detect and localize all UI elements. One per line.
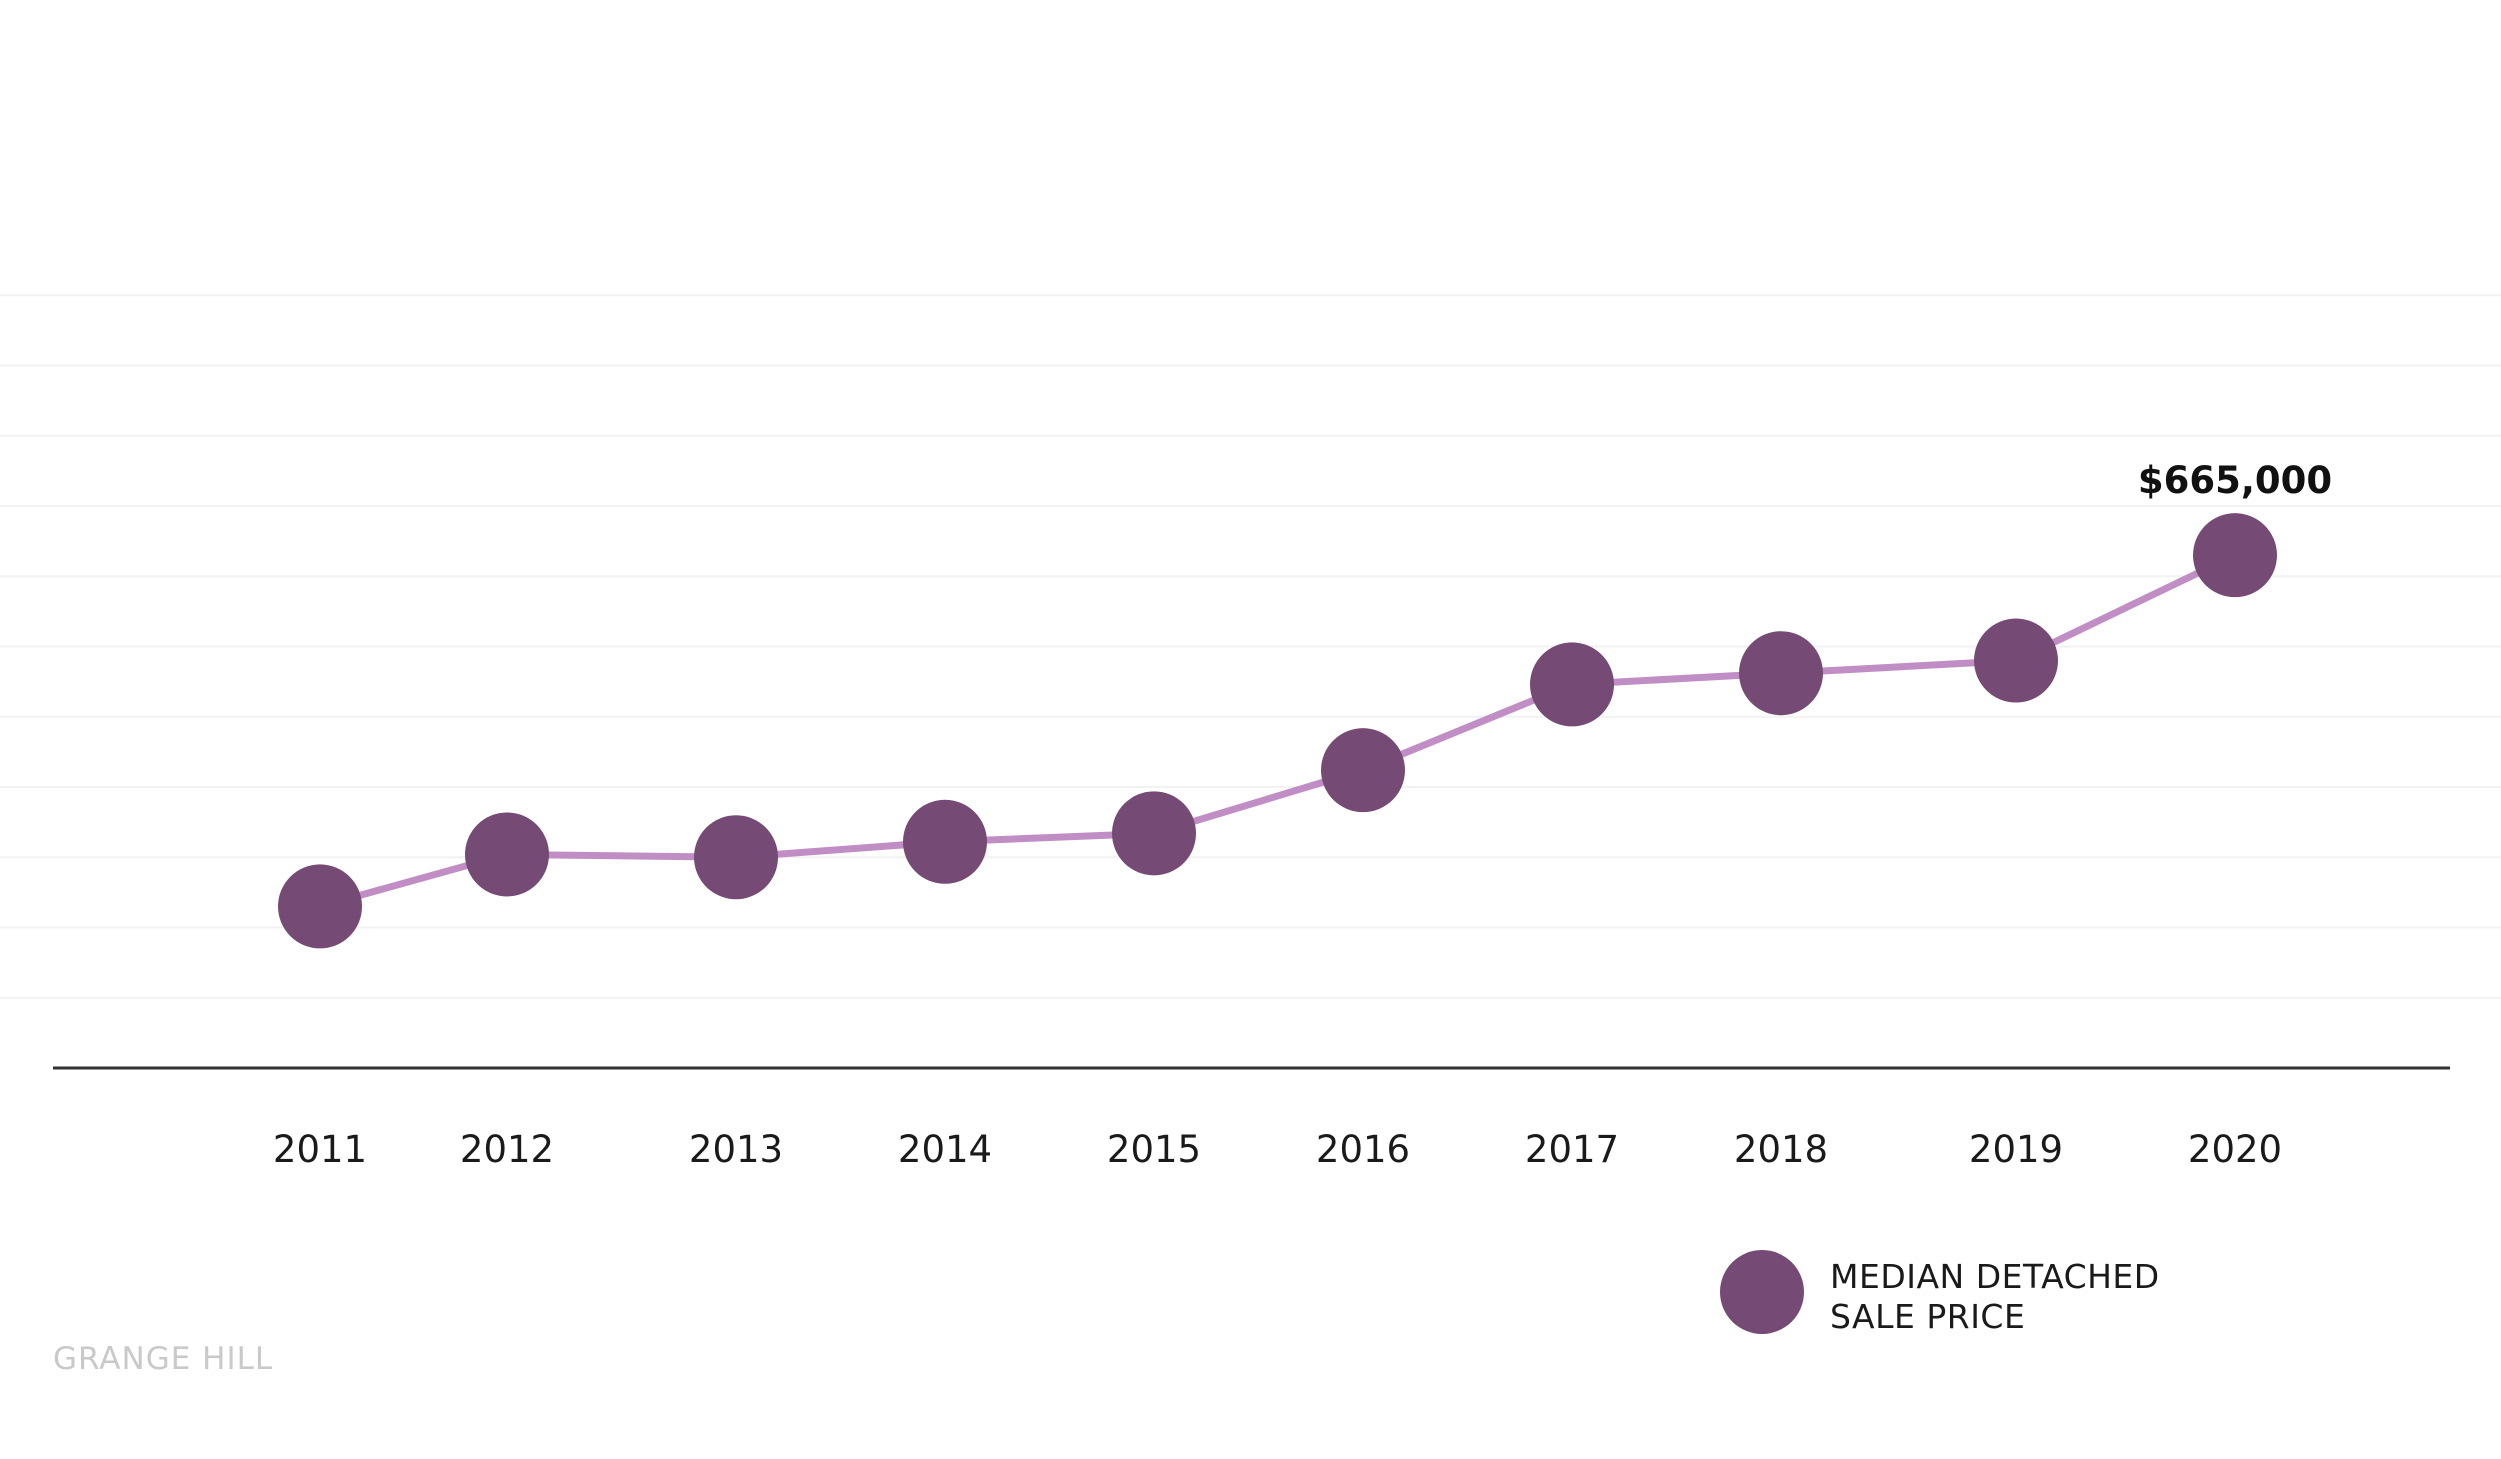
x-tick-label: 2016 [1316,1128,1410,1171]
brand-watermark: GRANGE HILL [53,1341,273,1377]
legend-label-line-1: MEDIAN DETACHED [1830,1257,2160,1296]
x-tick-label: 2020 [2188,1128,2282,1171]
data-point-2011 [278,864,362,949]
x-tick-label: 2012 [460,1128,554,1171]
x-tick-labels: 2011 2012 2013 2014 2015 2016 2017 2018 2019 2020 [273,1128,2282,1171]
data-point-2013 [694,815,778,900]
x-tick-label: 2019 [1969,1128,2063,1171]
legend-marker [1720,1250,1804,1334]
x-tick-label: 2018 [1734,1128,1828,1171]
legend-label-line-2: SALE PRICE [1830,1297,2025,1336]
data-point-2012 [465,812,549,897]
data-point-2018 [1739,631,1823,716]
legend: MEDIAN DETACHED SALE PRICE [1720,1250,2160,1336]
data-points [278,513,2277,949]
data-point-2014 [903,799,987,884]
data-point-2016 [1321,728,1405,813]
series-line [319,552,2237,910]
x-tick-label: 2011 [273,1128,367,1171]
gridlines [0,294,2501,999]
x-tick-label: 2015 [1107,1128,1201,1171]
x-tick-label: 2017 [1525,1128,1619,1171]
data-point-2020 [2193,513,2277,598]
data-point-2019 [1974,618,2058,703]
data-point-2015 [1112,791,1196,876]
data-point-2017 [1530,642,1614,727]
peak-value-label: $665,000 [2138,459,2332,502]
x-tick-label: 2014 [898,1128,992,1171]
x-tick-label: 2013 [689,1128,783,1171]
